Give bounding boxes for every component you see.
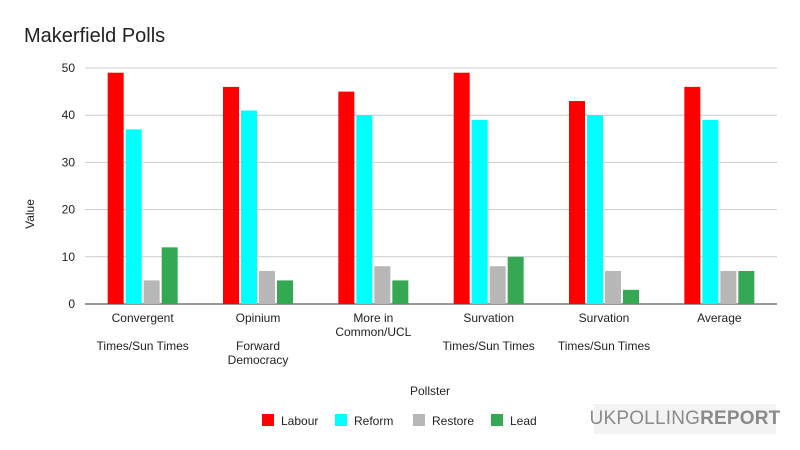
legend-label-restore: Restore [432, 414, 474, 428]
bar-labour [453, 72, 470, 304]
bar-lead [623, 289, 639, 304]
bar-restore [143, 280, 160, 304]
category-label: Opinium [236, 311, 281, 325]
legend-swatch-restore [413, 414, 425, 426]
bar-restore [374, 266, 391, 304]
legend-label-reform: Reform [354, 414, 393, 428]
bar-reform [471, 119, 488, 304]
y-axis-label: Value [23, 199, 37, 229]
y-tick-label: 20 [62, 203, 76, 217]
bar-restore [720, 270, 737, 304]
legend-label-labour: Labour [281, 414, 318, 428]
category-label: Forward [236, 339, 280, 353]
bar-restore [489, 266, 506, 304]
logo-text-ukpolling: UKPOLLING [589, 408, 701, 429]
bar-labour [338, 91, 355, 304]
category-label: Convergent [112, 311, 175, 325]
bar-lead [161, 247, 178, 304]
bar-reform [702, 119, 719, 304]
gridlines [85, 67, 777, 305]
category-label: Survation [579, 311, 630, 325]
legend-swatch-labour [262, 414, 274, 426]
bar-labour [569, 101, 585, 304]
legend-swatch-lead [491, 414, 503, 426]
category-label: Average [697, 311, 742, 325]
bars [107, 72, 755, 304]
category-label: Democracy [228, 353, 289, 367]
category-label: Times/Sun Times [97, 339, 189, 353]
bar-restore [259, 270, 275, 304]
bar-reform [125, 129, 142, 304]
bar-reform [241, 110, 257, 304]
bar-lead [738, 270, 755, 304]
y-tick-label: 0 [68, 297, 75, 311]
x-axis-label: Pollster [410, 384, 450, 398]
category-label: Survation [463, 311, 514, 325]
category-labels: Convergent Times/Sun Times Opinium ForwardD… [97, 311, 742, 367]
bar-lead [392, 280, 409, 304]
category-label: Common/UCL [335, 325, 411, 339]
chart-title: Makerfield Polls [24, 25, 165, 47]
bar-reform [356, 115, 373, 304]
bar-lead [507, 256, 524, 304]
bar-labour [223, 86, 239, 304]
bar-reform [587, 115, 603, 304]
category-label: Times/Sun Times [558, 339, 650, 353]
logo-text-report: REPORT [700, 408, 781, 429]
bar-labour [107, 72, 124, 304]
legend-swatch-reform [335, 414, 347, 426]
y-tick-label: 50 [62, 61, 76, 75]
y-tick-label: 30 [62, 155, 76, 169]
y-tick-label: 10 [62, 250, 76, 264]
bar-restore [605, 270, 621, 304]
category-label: More in [353, 311, 393, 325]
category-label: Times/Sun Times [443, 339, 535, 353]
bar-labour [684, 86, 701, 304]
bar-lead [277, 280, 293, 304]
legend: Labour Reform Restore Lead [262, 414, 537, 428]
ukpollingreport-logo: UKPOLLING REPORT [590, 404, 780, 434]
y-tick-labels: 0 10 20 30 40 50 [62, 61, 76, 311]
y-tick-label: 40 [62, 108, 76, 122]
legend-label-lead: Lead [510, 414, 537, 428]
